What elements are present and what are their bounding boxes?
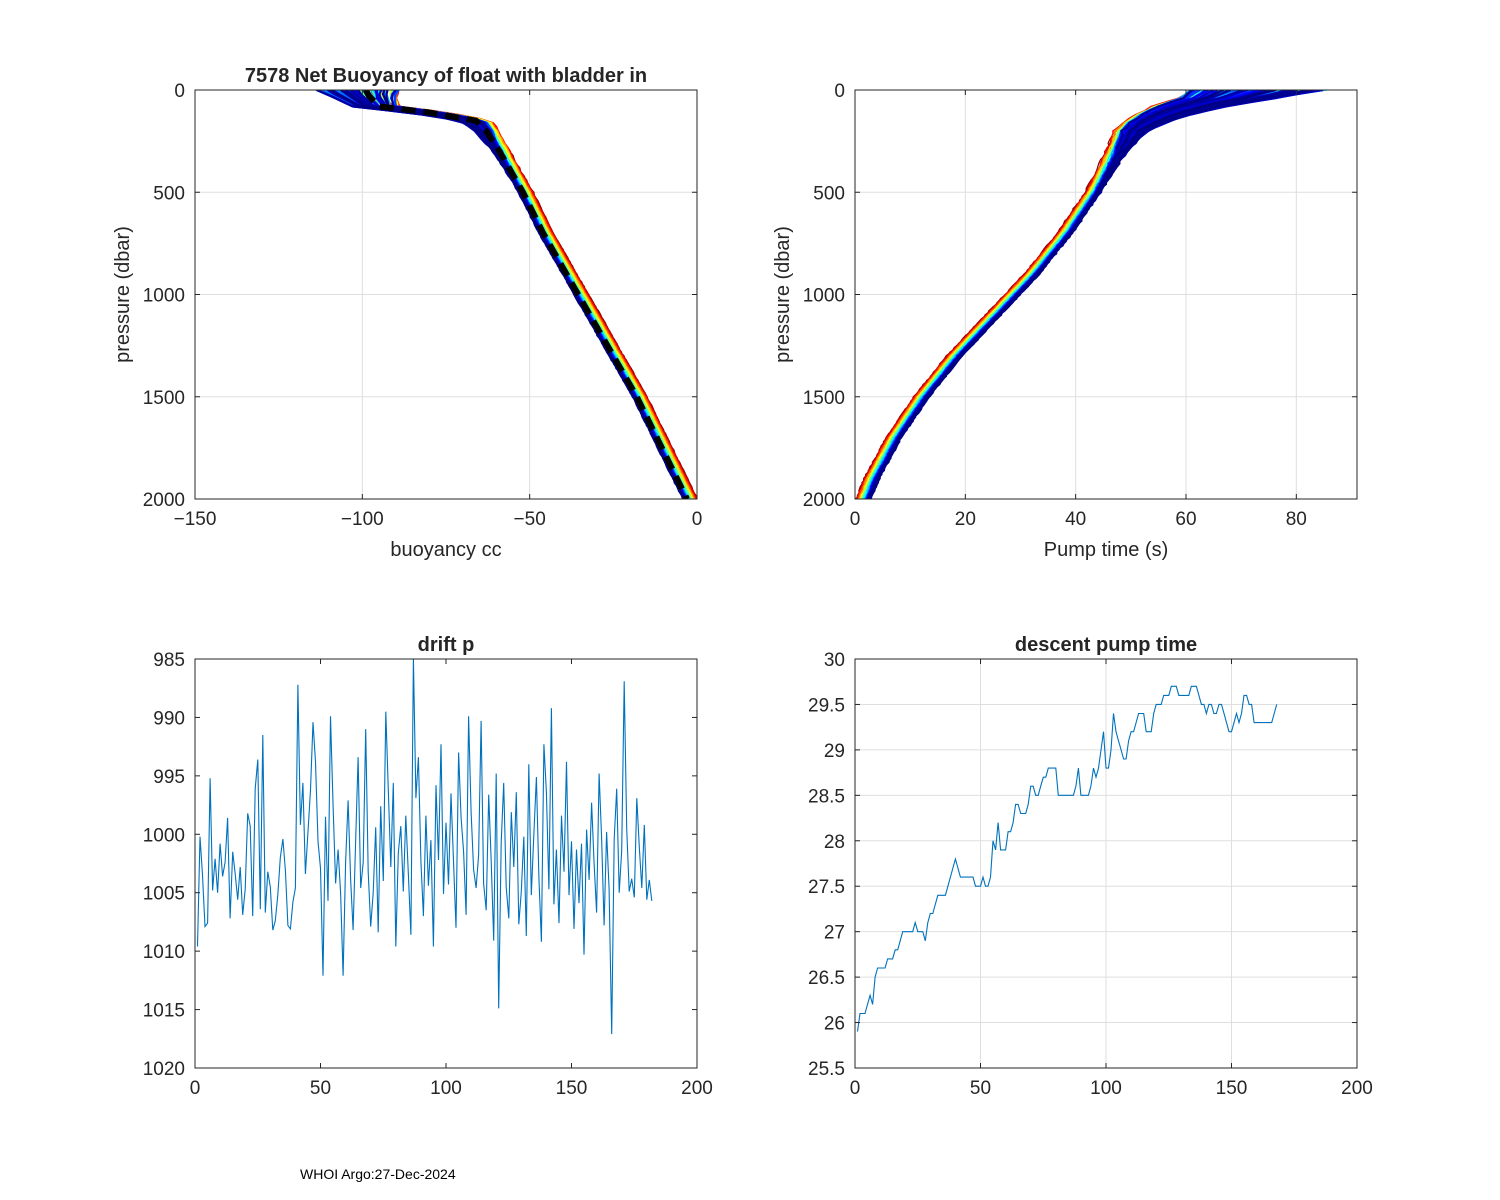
y-tick-label: 990: [153, 708, 185, 729]
series-line-driftp: [196, 659, 653, 1035]
y-tick-label: 1015: [143, 1001, 185, 1022]
y-tick-label: 1000: [143, 286, 185, 307]
x-tick-label: −150: [174, 509, 217, 530]
x-tick-label: 100: [1090, 1078, 1122, 1099]
y-tick-label: 500: [153, 183, 185, 204]
y-tick-label: 1000: [143, 825, 185, 846]
x-axis-label: Pump time (s): [1044, 539, 1168, 561]
chart-title: 7578 Net Buoyancy of float with bladder …: [245, 65, 647, 87]
axes-buoyancy: −150 −100 −50 0 0 500 1000 1500 2000 7578 Net Buo…: [112, 65, 702, 561]
y-tick-label: 28.5: [808, 786, 845, 807]
plot-content-buoyancy: [314, 90, 697, 499]
mean-profile-line: [363, 90, 690, 499]
axes-descentpump: 0 50 100 150 200 25.5 26 26.5 27 27.5 28 28.5 29 29.5…: [808, 634, 1373, 1099]
profile-line-190: [330, 90, 685, 499]
chart-title: drift p: [418, 634, 475, 656]
y-tick-label: 1000: [803, 286, 845, 307]
plot-content-pumptime: [855, 90, 1328, 499]
x-tick-label: 60: [1175, 509, 1196, 530]
x-tick-label: 150: [1216, 1078, 1248, 1099]
plot-content-descentpump: [856, 685, 1278, 1032]
x-tick-label: 0: [190, 1078, 201, 1099]
y-tick-label: 1005: [143, 884, 185, 905]
x-tick-label: 80: [1286, 509, 1307, 530]
y-tick-label: 27: [824, 923, 845, 944]
x-tick-label: −50: [514, 509, 546, 530]
footer-credit: WHOI Argo:27-Dec-2024: [300, 1166, 456, 1182]
y-tick-label: 26: [824, 1014, 845, 1035]
y-tick-label: 29.5: [808, 695, 845, 716]
x-tick-label: 20: [955, 509, 976, 530]
y-tick-label: 0: [174, 81, 185, 102]
y-tick-label: 0: [834, 81, 845, 102]
y-tick-label: 29: [824, 741, 845, 762]
axes-pumptime: 0 20 40 60 80 0 500 1000 1500 2000 Pump time (s) pr…: [772, 81, 1358, 561]
x-tick-label: 50: [310, 1078, 331, 1099]
y-tick-label: 26.5: [808, 968, 845, 989]
y-tick-label: 30: [824, 650, 845, 671]
x-tick-label: 100: [430, 1078, 462, 1099]
x-tick-label: 40: [1065, 509, 1086, 530]
axes-driftp: 0 50 100 150 200 985 990 995 1000 1005 1010 1015 102…: [143, 634, 713, 1099]
plot-area: [195, 659, 697, 1068]
y-axis-label: pressure (dbar): [772, 226, 794, 363]
y-axis-label: pressure (dbar): [112, 226, 134, 363]
chart-title: descent pump time: [1015, 634, 1197, 656]
y-tick-label: 1500: [803, 388, 845, 409]
y-tick-label: 985: [153, 650, 185, 671]
y-tick-label: 2000: [143, 490, 185, 511]
y-tick-label: 1500: [143, 388, 185, 409]
y-tick-label: 1010: [143, 942, 185, 963]
y-tick-label: 27.5: [808, 877, 845, 898]
x-tick-label: 0: [692, 509, 703, 530]
profile-line-190: [867, 90, 1276, 499]
y-tick-label: 1020: [143, 1059, 185, 1080]
x-tick-label: 0: [850, 509, 861, 530]
x-tick-label: 200: [1341, 1078, 1373, 1099]
y-tick-label: 28: [824, 832, 845, 853]
plot-content-driftp: [196, 659, 653, 1035]
y-tick-label: 500: [813, 183, 845, 204]
x-tick-label: 200: [681, 1078, 713, 1099]
x-axis-label: buoyancy cc: [390, 539, 501, 561]
series-line-descentpump: [856, 685, 1278, 1032]
x-tick-label: 50: [970, 1078, 991, 1099]
x-tick-label: 150: [556, 1078, 588, 1099]
x-tick-label: −100: [341, 509, 384, 530]
y-tick-label: 995: [153, 767, 185, 788]
y-tick-label: 2000: [803, 490, 845, 511]
y-tick-label: 25.5: [808, 1059, 845, 1080]
x-tick-label: 0: [850, 1078, 861, 1099]
